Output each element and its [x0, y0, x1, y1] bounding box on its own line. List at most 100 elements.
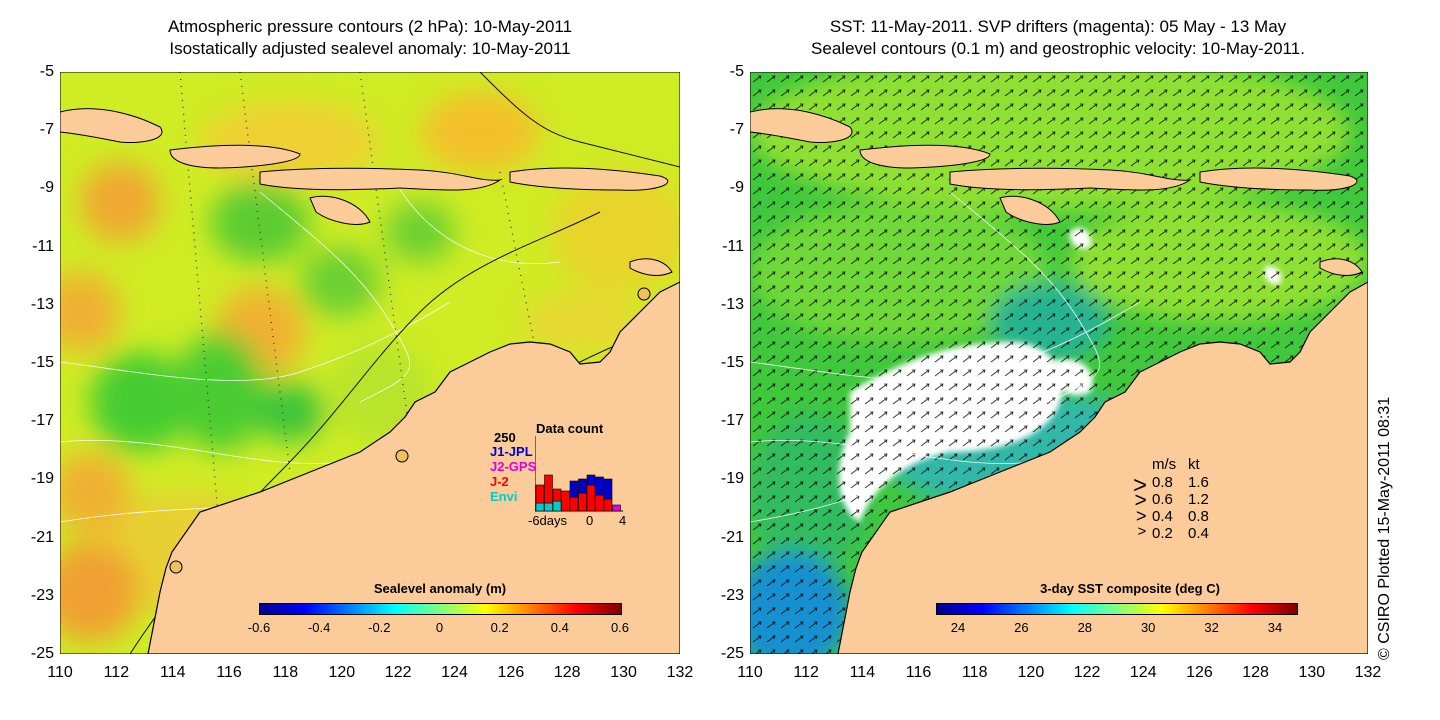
- left-x-tick: 116: [216, 664, 242, 681]
- inset-legend-item: J2-GPS: [490, 459, 537, 474]
- velocity-legend-ms: 0.8: [1152, 474, 1173, 491]
- right-colorbar-tick: 28: [1077, 620, 1093, 635]
- inset-bar-segment: [586, 474, 596, 486]
- inset-bars: [535, 436, 623, 512]
- left-colorbar-tick: 0.2: [490, 620, 509, 635]
- left-x-tick: 130: [610, 664, 637, 681]
- right-colorbar-tick: 24: [950, 620, 966, 635]
- inset-bar-segment: [552, 500, 562, 512]
- velocity-arrow-icon: >: [1136, 506, 1147, 526]
- left-y-tick: -13: [30, 295, 54, 313]
- left-colorbar: [259, 603, 622, 615]
- velocity-legend-ms: 0.2: [1152, 525, 1173, 542]
- right-x-tick: 126: [1186, 664, 1213, 681]
- right-y-tick: -21: [720, 528, 744, 546]
- right-x-tick: 118: [961, 664, 988, 681]
- left-y-tick: -19: [30, 470, 54, 488]
- inset-bar-segment: [569, 480, 579, 498]
- left-colorbar-tick: -0.2: [368, 620, 391, 635]
- left-x-tick: 118: [272, 664, 299, 681]
- left-x-tick: 110: [47, 664, 73, 681]
- left-x-tick: 112: [103, 664, 130, 681]
- right-x-tick: 124: [1129, 664, 1157, 681]
- right-colorbar: [936, 603, 1298, 615]
- inset-bar-segment: [603, 498, 613, 512]
- inset-max-label: 250: [494, 430, 516, 445]
- inset-bar-segment: [595, 494, 604, 512]
- left-colorbar-tick: 0.6: [610, 620, 630, 635]
- left-y-tick: -23: [30, 586, 54, 604]
- left-x-tick: 114: [159, 664, 186, 681]
- right-y-tick: -17: [720, 412, 744, 430]
- inset-x-right: 4: [619, 513, 627, 528]
- velocity-legend-kt: 0.8: [1188, 508, 1209, 525]
- inset-bar-segment: [586, 484, 596, 512]
- right-x-tick: 128: [1242, 664, 1269, 681]
- right-x-tick: 116: [905, 664, 932, 681]
- left-x-tick: 128: [553, 664, 581, 681]
- inset-x-left: -6days: [528, 513, 568, 528]
- right-y-tick: -25: [720, 645, 744, 662]
- right-colorbar-tick: 26: [1014, 620, 1029, 635]
- velocity-legend-header-kt: kt: [1188, 456, 1200, 473]
- right-x-tick: 130: [1298, 664, 1326, 681]
- left-y-tick: -11: [32, 237, 54, 255]
- left-y-tick: -5: [39, 63, 54, 80]
- credit-text: © CSIRO Plotted 15-May-2011 08:31: [1376, 396, 1393, 660]
- right-y-tick: -19: [720, 470, 744, 488]
- left-y-tick: -7: [39, 121, 54, 139]
- right-colorbar-tick: 34: [1267, 620, 1283, 635]
- left-x-tick: 132: [666, 664, 694, 681]
- left-y-tick: -15: [30, 354, 54, 371]
- left-sealevel-map: [60, 72, 680, 654]
- inset-legend-item: Envi: [490, 489, 518, 504]
- velocity-legend-ms: 0.4: [1152, 508, 1173, 525]
- left-x-tick: 120: [328, 664, 356, 681]
- right-x-tick: 114: [849, 664, 876, 681]
- right-title-line1: SST: 11-May-2011. SVP drifters (magenta)…: [829, 17, 1287, 36]
- inset-bar-segment: [595, 476, 604, 496]
- right-y-tick: -9: [729, 179, 744, 197]
- left-y-tick: -17: [30, 412, 54, 430]
- velocity-arrow-icon: >: [1134, 489, 1147, 512]
- inset-bar-segment: [561, 490, 570, 512]
- velocity-legend-kt: 1.6: [1188, 474, 1209, 491]
- inset-title: Data count: [536, 421, 604, 436]
- inset-bar-segment: [544, 474, 553, 504]
- left-y-tick: -25: [30, 645, 54, 662]
- right-colorbar-tick: 30: [1140, 620, 1156, 635]
- velocity-legend-kt: 1.2: [1188, 491, 1209, 508]
- velocity-arrow-icon: >: [1137, 523, 1147, 540]
- left-colorbar-tick: 0: [435, 620, 444, 635]
- inset-bar-segment: [535, 502, 545, 512]
- left-y-tick: -21: [30, 528, 54, 546]
- left-colorbar-tick: -0.4: [307, 620, 331, 635]
- right-colorbar-label: 3-day SST composite (deg C): [1040, 581, 1220, 596]
- left-colorbar-label: Sealevel anomaly (m): [373, 581, 507, 596]
- right-y-tick: -13: [720, 295, 744, 313]
- right-sst-map: [750, 72, 1368, 654]
- right-y-tick: -15: [720, 354, 744, 371]
- left-y-tick: -9: [39, 179, 54, 197]
- inset-bar-segment: [612, 504, 621, 512]
- right-x-tick: 120: [1017, 664, 1045, 681]
- velocity-arrow-icon: >: [1133, 472, 1148, 499]
- velocity-legend-header-ms: m/s: [1152, 456, 1177, 473]
- inset-x-mid: 0: [586, 513, 594, 528]
- left-x-tick: 124: [441, 664, 468, 681]
- left-title-line1: Atmospheric pressure contours (2 hPa): 1…: [167, 17, 573, 36]
- right-y-tick: -11: [722, 237, 744, 255]
- inset-bar-segment: [569, 496, 579, 512]
- left-colorbar-tick: -0.6: [247, 620, 271, 635]
- left-x-tick: 122: [384, 664, 412, 681]
- velocity-legend-kt: 0.4: [1188, 525, 1209, 542]
- left-x-tick: 126: [497, 664, 525, 681]
- right-colorbar-tick: 32: [1204, 620, 1219, 635]
- inset-bar-segment: [603, 478, 613, 500]
- right-y-tick: -7: [729, 121, 744, 139]
- inset-bar-segment: [535, 484, 545, 504]
- inset-legend-item: J1-JPL: [490, 444, 533, 459]
- velocity-legend-ms: 0.6: [1152, 491, 1173, 508]
- right-x-tick: 112: [793, 664, 819, 681]
